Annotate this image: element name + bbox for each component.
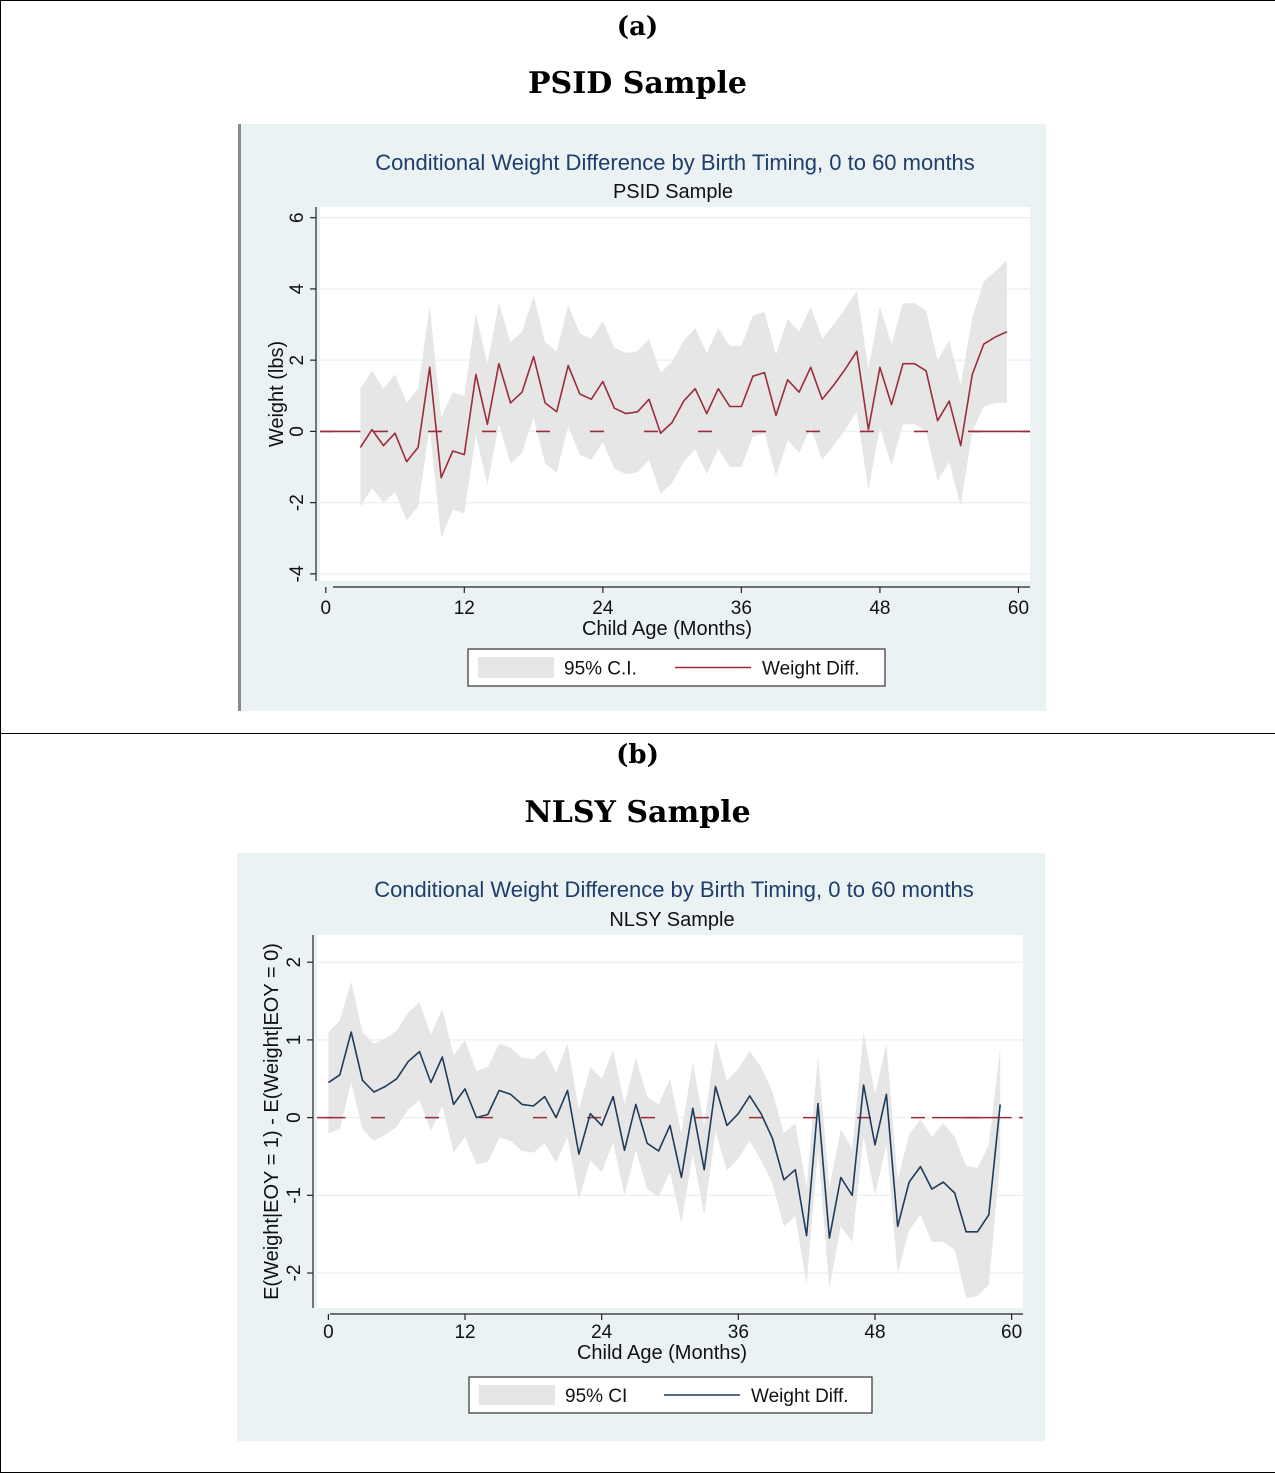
y-tick-label: 6	[287, 212, 308, 223]
x-tick-label: 36	[728, 1322, 749, 1343]
legend-label-weight-diff: Weight Diff.	[762, 659, 860, 680]
x-tick-label: 0	[323, 1322, 334, 1343]
y-tick-label: 0	[284, 1112, 305, 1123]
legend-label-ci: 95% C.I.	[564, 659, 637, 680]
series-line-weight-diff	[359, 330, 1008, 479]
x-tick-label: 60	[1008, 598, 1029, 619]
panel-b-letter: (b)	[616, 740, 659, 770]
legend-band-swatch	[479, 1385, 555, 1405]
x-tick-label: 36	[731, 598, 752, 619]
x-axis-label: Child Age (Months)	[582, 618, 752, 640]
confidence-band	[360, 260, 1007, 539]
series-line-weight-diff	[327, 1031, 1001, 1239]
y-axis-label: E(Weight|EOY = 1) - E(Weight|EOY = 0)	[261, 943, 283, 1300]
y-tick-label: 2	[284, 957, 305, 968]
chart-subtitle: PSID Sample	[613, 181, 733, 203]
y-tick-label: 0	[287, 426, 308, 437]
chart-title: Conditional Weight Difference by Birth T…	[375, 150, 975, 175]
x-tick-label: 12	[454, 598, 475, 619]
y-tick-label: 4	[287, 283, 308, 294]
chart-left-edge	[238, 124, 241, 711]
y-tick-label: -2	[284, 1265, 305, 1282]
x-axis-label: Child Age (Months)	[577, 1342, 747, 1364]
x-tick-label: 24	[592, 598, 614, 619]
legend-label-ci: 95% CI	[565, 1386, 627, 1407]
chart-title: Conditional Weight Difference by Birth T…	[374, 877, 974, 902]
y-tick-label: 2	[287, 355, 308, 366]
panel-b-heading: NLSY Sample	[524, 795, 751, 830]
legend-band-swatch	[478, 657, 554, 678]
y-tick-label: -1	[284, 1187, 305, 1204]
x-tick-label: 48	[869, 598, 890, 619]
y-tick-label: -4	[287, 565, 308, 582]
legend-label-weight-diff: Weight Diff.	[751, 1386, 849, 1407]
x-tick-label: 24	[591, 1322, 613, 1343]
x-tick-label: 48	[864, 1322, 885, 1343]
panel-a-heading: PSID Sample	[527, 66, 748, 101]
x-tick-label: 12	[454, 1322, 475, 1343]
y-tick-label: -2	[287, 494, 308, 511]
y-tick-label: 1	[284, 1035, 305, 1046]
y-axis-label: Weight (lbs)	[266, 341, 288, 447]
x-tick-label: 0	[320, 598, 331, 619]
x-tick-label: 60	[1001, 1322, 1022, 1343]
panel-a-letter: (a)	[616, 12, 659, 42]
chart-subtitle: NLSY Sample	[609, 909, 734, 931]
